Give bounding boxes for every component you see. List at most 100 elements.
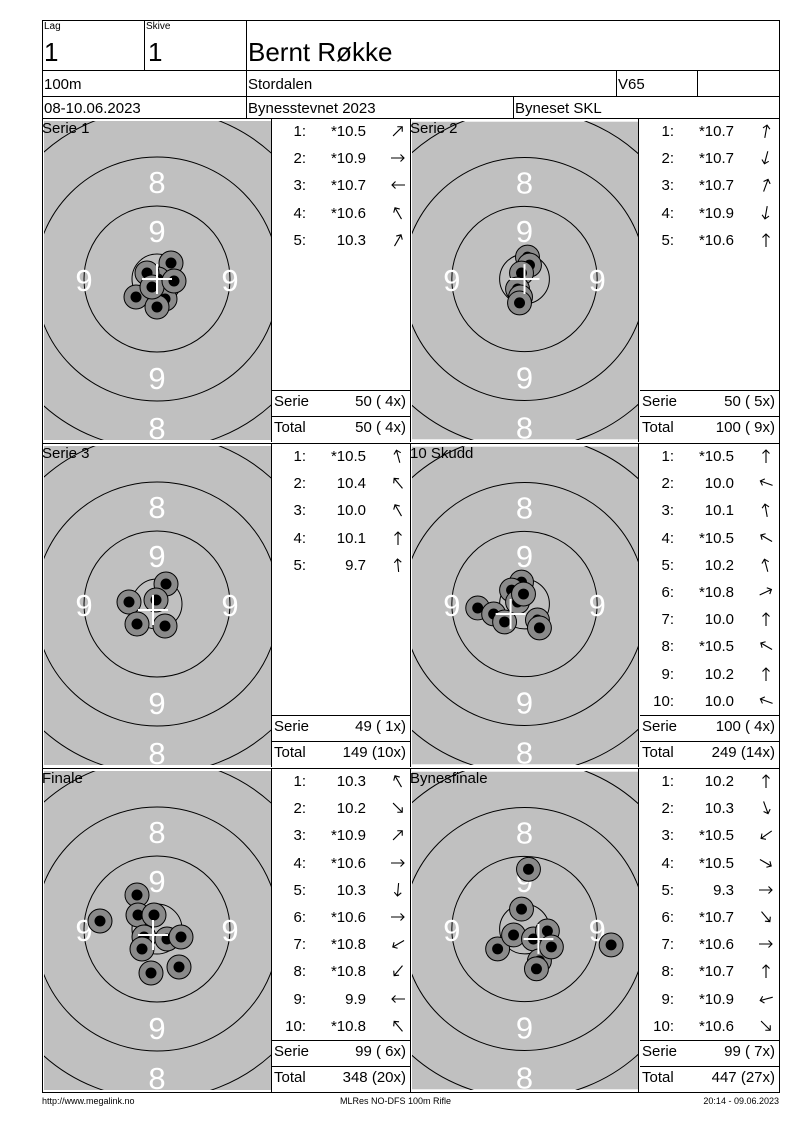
shot-hole [485,936,511,962]
total-summary-row: Total 447 (27x) [640,1066,779,1090]
club: Stordalen [248,76,313,93]
shot-score: *10.8 [330,1017,366,1035]
ring-number: 9 [516,361,533,396]
shot-row: 8: *10.5 [646,638,777,658]
total-value: 149 (10x) [342,744,406,761]
target-ring [412,807,638,1051]
shot-score: 10.2 [336,800,366,818]
serie-label: Serie [642,1043,678,1060]
direction-arrow-icon [762,124,771,138]
shot-number: 2: [293,475,306,493]
ring-number: 9 [75,263,92,298]
shot-hole [143,587,169,613]
footer-url[interactable]: http://www.megalink.no [42,1096,135,1106]
shot-score: 10.3 [704,800,734,818]
shot-row: 2: 10.4 [278,475,408,495]
serie-value: 50 ( 5x) [724,393,775,410]
shot-row: 4: *10.9 [646,205,777,225]
shot-row: 8: *10.8 [278,963,408,983]
target-ring [451,205,598,353]
shot-score: *10.6 [698,1017,734,1035]
shot-score: 10.0 [336,502,366,520]
shot-number: 3: [661,177,674,195]
total-summary-row: Total 149 (10x) [272,741,410,765]
shot-score: *10.7 [698,909,734,926]
shot-score: *10.8 [698,584,734,601]
target-ring [412,482,638,726]
shot-row: 5: 9.7 [278,557,408,577]
shot-number: 6: [661,909,674,926]
shot-number: 9: [661,990,674,1008]
shot-row: 2: 10.0 [646,475,777,495]
shot-hole [538,934,564,960]
serie-value: 99 ( 6x) [355,1043,406,1060]
shot-row: 7: 10.0 [646,611,777,631]
shot-number: 5: [661,881,674,899]
shot-number: 10: [653,1017,674,1035]
ring-number: 8 [148,165,165,200]
serie-value: 49 ( 1x) [355,718,406,735]
shot-row: 3: 10.1 [646,502,777,522]
shot-hole [168,924,194,950]
shot-row: 5: 10.2 [646,557,777,577]
ring-number: 8 [516,165,533,200]
total-summary-row: Total 249 (14x) [640,741,779,765]
direction-arrow-icon [391,913,405,921]
shot-number: 8: [661,638,674,656]
shot-number: 9: [293,990,306,1008]
direction-arrow-icon [759,478,773,487]
shot-hole [116,589,142,615]
shot-score: 10.0 [704,475,734,493]
direction-arrow-icon [761,151,770,165]
shot-score: *10.7 [698,963,734,981]
shot-hole [87,908,113,934]
shot-row: 5: *10.6 [646,232,777,252]
ring-number: 9 [443,263,460,298]
direction-arrow-icon [394,233,403,247]
total-label: Total [274,744,306,761]
shot-number: 1: [293,448,306,465]
serie-value: 50 ( 4x) [355,393,406,410]
shot-hole [152,613,178,639]
direction-arrow-icon [762,612,770,627]
shot-score: *10.5 [698,529,734,547]
target-ring [83,530,231,678]
panel-title: Serie 3 [42,445,90,462]
panel-title: Bynesfinale [410,770,488,787]
panel-title: Serie 2 [410,120,458,137]
direction-arrow-icon [760,1020,771,1031]
direction-arrow-icon [393,1020,403,1032]
ring-number: 8 [516,735,533,765]
ring-number: 9 [221,913,238,948]
shot-row: 9: *10.9 [646,991,777,1011]
direction-arrow-icon [762,774,770,788]
shot-score: 9.9 [345,990,366,1008]
shot-row: 5: 10.3 [278,882,408,902]
shot-number: 10: [653,692,674,710]
shot-score: *10.8 [330,936,366,954]
shot-score: 10.0 [704,692,734,710]
direction-arrow-icon [391,181,405,190]
shot-hole [516,856,541,882]
shot-score: *10.7 [698,177,734,195]
panel-title: 10 Skudd [410,445,474,462]
shot-number: 1: [661,448,674,465]
shot-number: 3: [293,827,306,845]
total-label: Total [274,1069,306,1086]
ring-number: 9 [221,263,238,298]
direction-arrow-icon [394,530,402,545]
direction-arrow-icon [759,587,773,596]
total-value: 348 (20x) [342,1069,406,1086]
organizer: Byneset SKL [515,100,602,117]
center-cross [495,599,526,629]
shot-row: 6: *10.6 [278,909,408,929]
shot-score: 10.1 [336,529,366,547]
direction-arrow-icon [762,666,770,681]
shot-hole [129,936,155,962]
shot-row: 1: *10.7 [646,123,777,143]
direction-arrow-icon [393,449,402,463]
shot-number: 8: [661,963,674,981]
